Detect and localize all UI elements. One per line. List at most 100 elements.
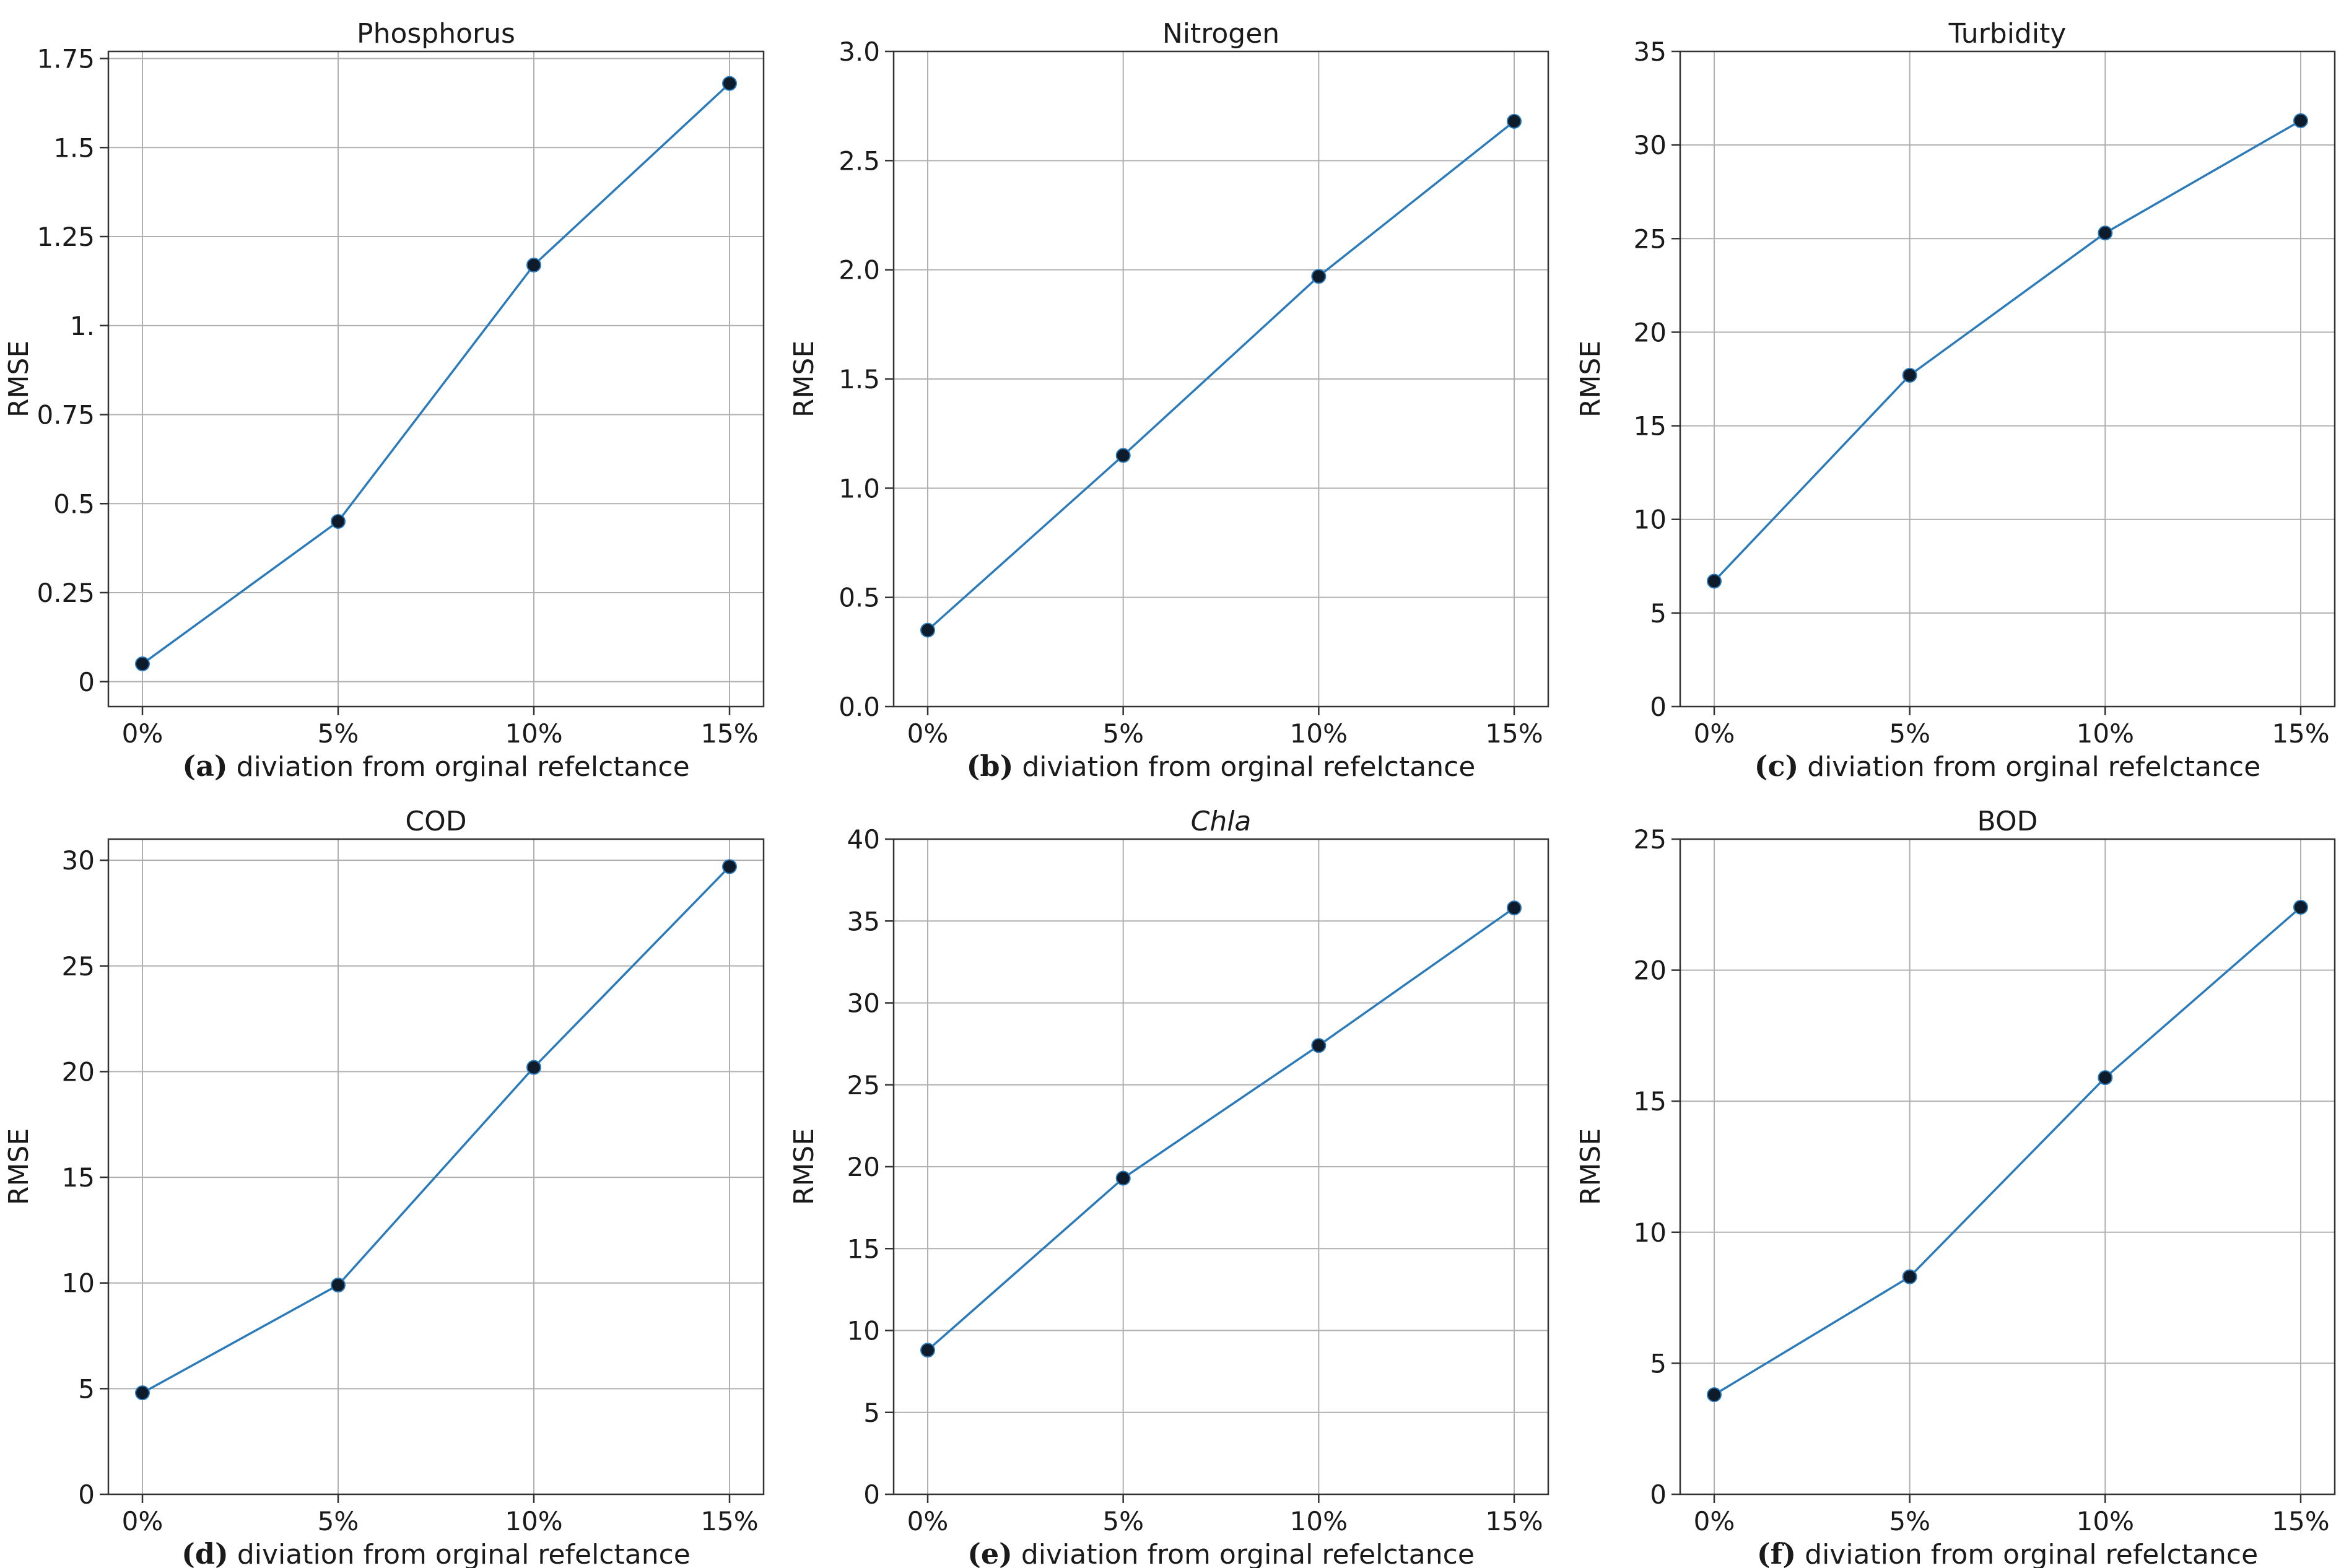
x-tick-label: 5%	[1102, 718, 1144, 749]
y-tick-label: 25	[1634, 824, 1667, 855]
y-axis-label: RMSE	[3, 341, 35, 417]
data-point	[526, 258, 541, 272]
y-tick-label: 0.75	[37, 400, 95, 430]
y-tick-label: 1.5	[53, 133, 95, 163]
data-point	[135, 1385, 150, 1401]
y-tick-label: 30	[1634, 130, 1667, 160]
y-axis-label: RMSE	[1575, 341, 1606, 417]
y-tick-label: 25	[847, 1070, 880, 1100]
x-axis-label-text: diviation from orginal refelctance	[1013, 751, 1475, 783]
y-tick-label: 20	[847, 1152, 880, 1182]
y-tick-label: 0	[863, 1479, 880, 1510]
data-point	[331, 1278, 346, 1293]
y-tick-label: 1.0	[839, 473, 880, 503]
axes-frame	[1679, 838, 2336, 1496]
data-point	[2293, 113, 2308, 128]
panel-e: 0 5 10 15 20 25 30 35 40 0% 5% 10% 15% Chla RMSE (e) di…	[788, 806, 1549, 1568]
y-tick-label: 0	[78, 1479, 95, 1510]
x-axis-label-text: diviation from orginal refelctance	[229, 1539, 691, 1568]
y-axis-label: RMSE	[788, 341, 820, 417]
chart-title: Turbidity	[1948, 18, 2067, 50]
x-axis-label-text: diviation from orginal refelctance	[1798, 751, 2260, 783]
panel-letter: (e)	[967, 1537, 1013, 1568]
x-tick-label: 0%	[907, 1506, 949, 1536]
x-axis-label: (e) diviation from orginal refelctance	[967, 1537, 1475, 1568]
chart-title: Chla	[1191, 806, 1252, 837]
panel-letter: (f)	[1757, 1537, 1796, 1568]
data-point	[2098, 225, 2113, 241]
y-tick-label: 40	[847, 824, 880, 855]
data-point	[1707, 573, 1722, 589]
panel-f: 0 5 10 15 20 25 0% 5% 10% 15% BOD RMSE (f) diviation…	[1575, 806, 2336, 1568]
y-tick-label: 25	[62, 951, 95, 982]
panel-a: 0 0.25 0.5 0.75 1. 1.25 1.5 1.75 0% 5% 10% 15% Phosp…	[3, 18, 765, 783]
chart-title: Nitrogen	[1162, 18, 1279, 50]
y-tick-label: 35	[1634, 37, 1667, 67]
x-tick-label: 10%	[1290, 1506, 1348, 1536]
y-tick-label: 0.5	[53, 489, 95, 519]
x-axis-label: (b) diviation from orginal refelctance	[967, 749, 1476, 783]
x-tick-label: 0%	[122, 1506, 163, 1536]
y-tick-label: 2.0	[839, 255, 880, 285]
y-tick-label: 0	[78, 667, 95, 697]
x-tick-label: 5%	[318, 718, 359, 749]
y-tick-label: 25	[1634, 224, 1667, 254]
panel-letter: (b)	[967, 749, 1014, 783]
x-tick-label: 0%	[1694, 1506, 1735, 1536]
data-point	[2098, 1070, 2113, 1086]
data-point	[1115, 448, 1131, 463]
series-line	[926, 907, 1515, 1351]
y-tick-label: 20	[1634, 317, 1667, 347]
x-tick-label: 5%	[1889, 1506, 1930, 1536]
chart-title: BOD	[1977, 806, 2038, 837]
series-line	[926, 120, 1515, 631]
x-tick-label: 0%	[122, 718, 163, 749]
y-tick-label: 5	[863, 1398, 880, 1428]
data-point	[1902, 1269, 1917, 1284]
y-tick-label: 0	[1650, 1479, 1667, 1510]
y-tick-label: 0	[1650, 692, 1667, 722]
y-tick-label: 15	[1634, 1086, 1667, 1117]
chart-title: Phosphorus	[357, 18, 515, 50]
x-axis-label-text: diviation from orginal refelctance	[1796, 1539, 2258, 1568]
x-axis-label-text: diviation from orginal refelctance	[228, 751, 690, 783]
y-tick-label: 0.5	[839, 583, 880, 613]
axes-frame	[107, 50, 765, 708]
y-tick-label: 5	[78, 1374, 95, 1404]
y-tick-label: 30	[62, 845, 95, 876]
series-line	[141, 82, 731, 665]
data-point	[1311, 269, 1327, 284]
x-axis-label-text: diviation from orginal refelctance	[1013, 1539, 1475, 1568]
x-tick-label: 5%	[1102, 1506, 1144, 1536]
x-tick-label: 15%	[700, 1506, 758, 1536]
axes-frame	[1679, 50, 2336, 708]
y-tick-label: 3.0	[839, 37, 880, 67]
data-point	[722, 859, 737, 874]
y-tick-label: 15	[847, 1234, 880, 1264]
x-tick-label: 5%	[1889, 718, 1930, 749]
series-line	[1714, 906, 2302, 1396]
x-tick-label: 0%	[907, 718, 949, 749]
y-tick-label: 15	[1634, 411, 1667, 442]
panel-letter: (d)	[181, 1537, 229, 1568]
y-tick-label: 10	[847, 1316, 880, 1346]
y-tick-label: 1.	[70, 311, 95, 341]
axes-frame	[107, 838, 765, 1496]
y-tick-label: 1.25	[37, 222, 95, 252]
panel-letter: (a)	[182, 749, 227, 783]
y-tick-label: 0.0	[839, 692, 880, 722]
y-tick-label: 20	[1634, 956, 1667, 986]
x-tick-label: 5%	[318, 1506, 359, 1536]
x-tick-label: 15%	[1485, 718, 1543, 749]
x-tick-label: 15%	[2272, 1506, 2329, 1536]
panel-b: 0.0 0.5 1.0 1.5 2.0 2.5 3.0 0% 5% 10% 15% Nitrogen R…	[788, 18, 1549, 783]
x-tick-label: 15%	[1485, 1506, 1543, 1536]
x-tick-label: 10%	[505, 1506, 562, 1536]
data-point	[2293, 900, 2308, 915]
y-tick-label: 0.25	[37, 578, 95, 608]
data-point	[1311, 1038, 1327, 1053]
x-tick-label: 15%	[700, 718, 758, 749]
y-tick-label: 10	[1634, 505, 1667, 535]
data-point	[1902, 367, 1917, 383]
y-tick-label: 5	[1650, 598, 1667, 629]
